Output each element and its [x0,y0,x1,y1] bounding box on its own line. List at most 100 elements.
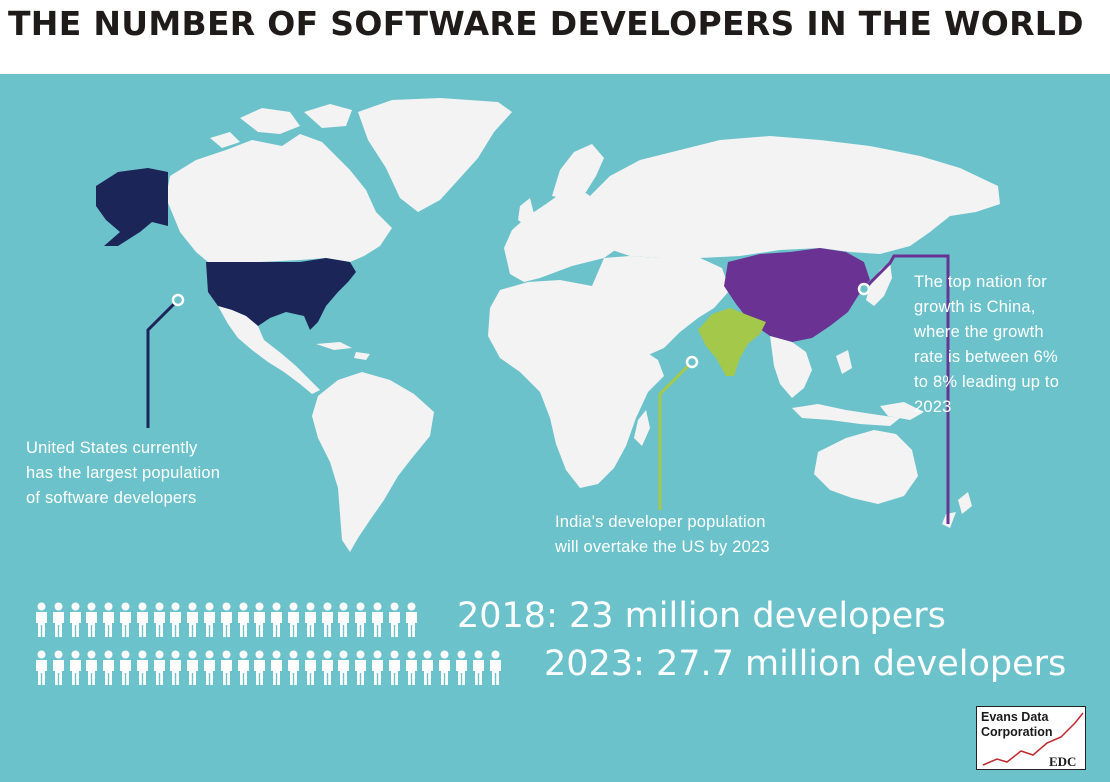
person-icon [103,650,115,685]
person-icon [254,650,266,685]
header: THE NUMBER OF SOFTWARE DEVELOPERS IN THE… [0,0,1110,74]
usa-callout-text: United States currently has the largest … [26,436,326,511]
india-callout-line: India's developer population [555,513,766,531]
person-icon [103,602,115,637]
person-icon [388,602,400,637]
person-icon [338,650,350,685]
china-callout-line: 2023 [914,398,952,416]
china-landmass [724,248,870,342]
india-callout-pointer [658,355,699,510]
australia-landmass [814,430,918,504]
person-icon [489,650,501,685]
africa-landmass [488,280,664,488]
developers-2023-icon-row [34,650,503,686]
china-callout-line: to 8% leading up to [914,373,1060,391]
china-callout-line: The top nation for [914,273,1047,291]
usa-landmass [206,258,356,330]
world-map [96,98,1000,552]
person-icon [321,602,333,637]
person-icon [203,602,215,637]
middle-east-landmass [592,256,730,356]
logo-trend-line-icon [982,712,1084,766]
usa-callout-line: of software developers [26,489,197,507]
usa-callout-pointer [146,293,185,428]
person-icon [86,650,98,685]
person-icon [355,602,367,637]
europe-landmass [504,186,618,282]
logo-edc-mark: EDC [1049,754,1077,769]
person-icon [187,650,199,685]
person-icon [52,650,64,685]
person-icon [304,602,316,637]
person-icon [220,650,232,685]
india-callout-text: India's developer population will overta… [555,510,855,560]
person-icon [153,650,165,685]
southeast-asia-landmass [770,336,812,398]
indonesia-islands [792,350,900,426]
person-icon [136,650,148,685]
mexico-central-america [218,306,320,394]
china-callout-line: rate is between 6% [914,348,1058,366]
china-callout-text: The top nation for growth is China, wher… [914,270,1104,420]
person-icon [455,650,467,685]
madagascar-landmass [634,410,650,446]
logo-company-line2: Corporation [981,725,1053,739]
map-panel: United States currently has the largest … [0,74,1110,782]
stat-2023: 2023: 27.7 million developers [544,644,1067,684]
scandinavia-landmass [552,144,604,200]
person-icon [52,602,64,637]
usa-callout-line: United States currently [26,439,198,457]
person-icon [422,650,434,685]
person-icon [86,602,98,637]
stat-2018: 2018: 23 million developers [457,596,946,636]
india-landmass [698,308,766,376]
person-icon [371,602,383,637]
person-icon [119,650,131,685]
infographic-title: THE NUMBER OF SOFTWARE DEVELOPERS IN THE… [8,4,1084,43]
person-icon [254,602,266,637]
china-callout-line: growth is China, [914,298,1036,316]
canada-landmass [166,134,392,262]
china-callout-pointer [857,254,950,524]
logo-company-line1: Evans Data [981,710,1049,724]
china-callout-line: where the growth [914,323,1044,341]
greenland-landmass [358,98,512,212]
developers-2018-icon-row [34,602,419,638]
person-icon [338,602,350,637]
person-icon [170,602,182,637]
person-icon [405,650,417,685]
person-icon [69,650,81,685]
person-icon [153,602,165,637]
person-icon [271,602,283,637]
uk-landmass [518,198,534,226]
india-callout-line: will overtake the US by 2023 [555,538,770,556]
person-icon [371,650,383,685]
person-icon [119,602,131,637]
usa-callout-line: has the largest population [26,464,221,482]
russia-landmass [590,136,1000,258]
person-icon [355,650,367,685]
person-icon [203,650,215,685]
person-icon [136,602,148,637]
person-icon [220,602,232,637]
person-icon [439,650,451,685]
person-icon [287,602,299,637]
person-icon [388,650,400,685]
alaska-usa [96,168,168,246]
japan-landmass [866,262,892,306]
person-icon [170,650,182,685]
caribbean-islands [316,342,370,360]
person-icon [69,602,81,637]
person-icon [237,602,249,637]
person-icon [321,650,333,685]
person-icon [271,650,283,685]
person-icon [187,602,199,637]
person-icon [472,650,484,685]
person-icon [36,650,47,685]
person-icon [287,650,299,685]
arctic-islands [210,104,352,148]
south-america-landmass [312,372,434,552]
person-icon [237,650,249,685]
new-guinea-landmass [880,402,924,420]
person-icon [304,650,316,685]
